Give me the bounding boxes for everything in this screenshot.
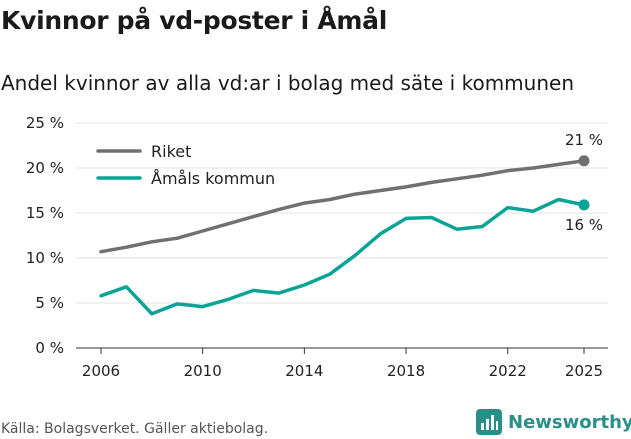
brand-logo[interactable]: Newsworthy xyxy=(476,409,631,435)
x-axis-ticks: 2006 2010 2014 2018 2022 2025 xyxy=(82,348,603,380)
y-tick-label: 0 % xyxy=(35,339,64,357)
y-tick-label: 20 % xyxy=(26,159,64,177)
x-tick-label: 2010 xyxy=(184,362,222,380)
legend-label: Riket xyxy=(151,142,191,161)
source-note: Källa: Bolagsverket. Gäller aktiebolag. xyxy=(1,421,269,437)
brand-name: Newsworthy xyxy=(508,411,631,433)
chart-subtitle: Andel kvinnor av alla vd:ar i bolag med … xyxy=(1,71,574,95)
series-riket: 21 % xyxy=(99,131,603,254)
newsworthy-logo-icon xyxy=(476,409,502,435)
series-end-label: 16 % xyxy=(565,216,603,234)
x-tick-label: 2025 xyxy=(565,362,603,380)
x-tick-label: 2022 xyxy=(489,362,527,380)
y-axis-ticks: 0 % 5 % 10 % 15 % 20 % 25 % xyxy=(26,114,64,357)
x-tick-label: 2006 xyxy=(82,362,120,380)
series-end-label: 21 % xyxy=(565,131,603,149)
series-end-point xyxy=(578,155,590,167)
y-tick-label: 5 % xyxy=(35,294,64,312)
x-tick-label: 2014 xyxy=(285,362,323,380)
legend-label: Åmåls kommun xyxy=(151,169,275,188)
chart-title: Kvinnor på vd-poster i Åmål xyxy=(1,6,387,35)
series-amal: 16 % xyxy=(99,197,603,316)
series-end-point xyxy=(578,199,590,211)
y-tick-label: 10 % xyxy=(26,249,64,267)
series: 21 % 16 % xyxy=(99,131,603,316)
legend: Riket Åmåls kommun xyxy=(96,142,275,188)
series-line xyxy=(99,159,586,254)
y-tick-label: 25 % xyxy=(26,114,64,132)
series-line xyxy=(99,197,586,316)
y-tick-label: 15 % xyxy=(26,204,64,222)
x-tick-label: 2018 xyxy=(387,362,425,380)
